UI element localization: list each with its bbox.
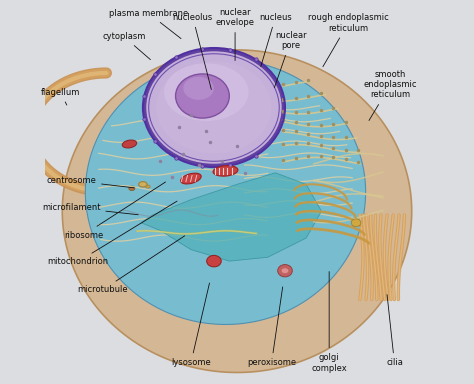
Text: flagellum: flagellum bbox=[41, 88, 80, 105]
Text: peroxisome: peroxisome bbox=[247, 287, 296, 367]
Ellipse shape bbox=[278, 265, 292, 277]
Text: nuclear
envelope: nuclear envelope bbox=[216, 8, 255, 61]
Ellipse shape bbox=[183, 77, 214, 100]
Ellipse shape bbox=[129, 186, 135, 190]
Ellipse shape bbox=[146, 185, 150, 188]
Ellipse shape bbox=[156, 61, 272, 154]
Text: plasma membrane: plasma membrane bbox=[109, 9, 188, 39]
Polygon shape bbox=[141, 173, 321, 261]
Text: microtubule: microtubule bbox=[77, 236, 185, 295]
Text: nucleus: nucleus bbox=[259, 13, 292, 66]
Ellipse shape bbox=[175, 74, 229, 118]
Ellipse shape bbox=[213, 166, 238, 176]
Polygon shape bbox=[62, 50, 412, 372]
Text: cilia: cilia bbox=[386, 295, 403, 367]
Text: microfilament: microfilament bbox=[42, 203, 138, 215]
Text: nuclear
pore: nuclear pore bbox=[274, 31, 307, 88]
Text: lysosome: lysosome bbox=[171, 283, 211, 367]
Text: centrosome: centrosome bbox=[46, 176, 135, 188]
Text: golgi
complex: golgi complex bbox=[311, 271, 347, 372]
Ellipse shape bbox=[207, 255, 221, 267]
Ellipse shape bbox=[139, 182, 147, 187]
Ellipse shape bbox=[164, 63, 248, 121]
Ellipse shape bbox=[281, 268, 289, 273]
Ellipse shape bbox=[181, 173, 201, 184]
Text: cytoplasm: cytoplasm bbox=[102, 32, 150, 60]
Ellipse shape bbox=[351, 219, 361, 227]
Text: smooth
endoplasmic
reticulum: smooth endoplasmic reticulum bbox=[364, 70, 417, 121]
Text: mitochondrion: mitochondrion bbox=[47, 201, 177, 266]
Ellipse shape bbox=[145, 50, 283, 165]
Text: rough endoplasmic
reticulum: rough endoplasmic reticulum bbox=[308, 13, 389, 67]
Text: nucleolus: nucleolus bbox=[173, 13, 213, 89]
Text: ribosome: ribosome bbox=[64, 182, 165, 240]
Polygon shape bbox=[85, 60, 365, 324]
Ellipse shape bbox=[122, 140, 137, 148]
